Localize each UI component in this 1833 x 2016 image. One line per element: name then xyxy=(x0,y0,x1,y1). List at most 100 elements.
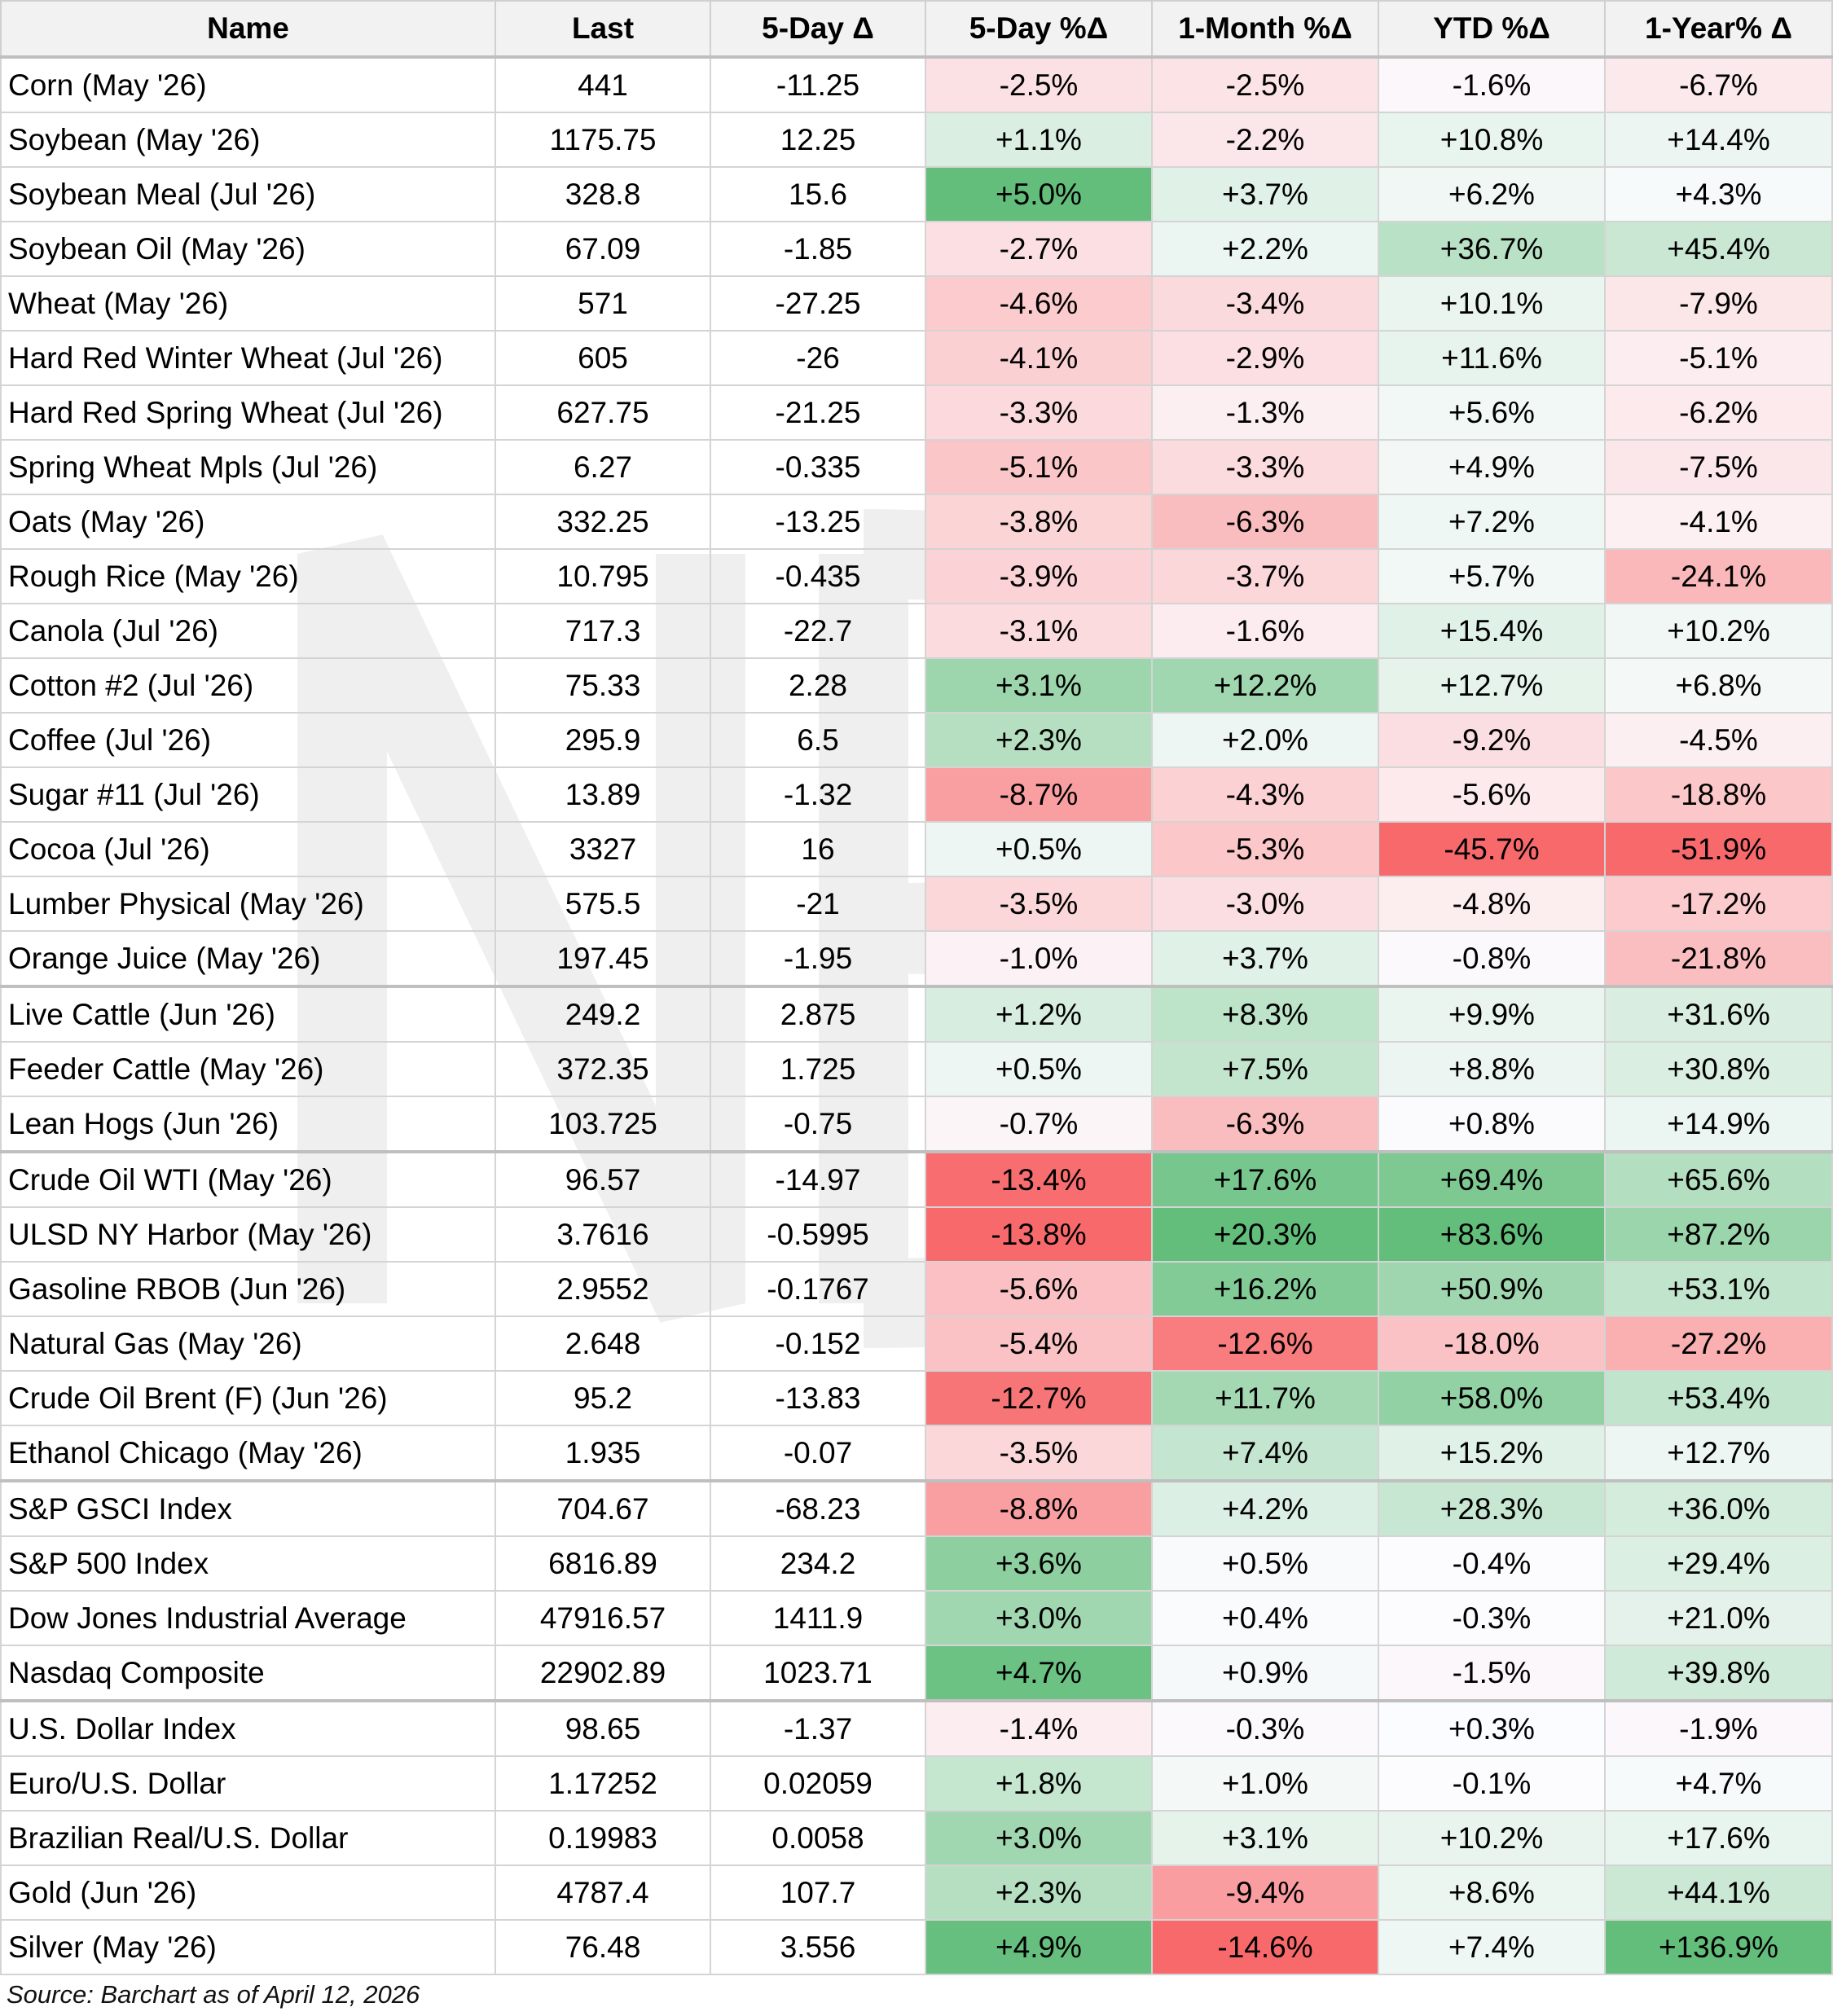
cell-5-day-change: -21 xyxy=(710,876,926,932)
cell-ytd-pct: +12.7% xyxy=(1378,657,1606,714)
table-row: Lumber Physical (May '26) 575.5 -21 -3.5% -3… xyxy=(0,876,1833,932)
cell-5-day-pct: +2.3% xyxy=(925,1864,1153,1921)
cell-name: ULSD NY Harbor (May '26) xyxy=(0,1206,496,1263)
table-row: U.S. Dollar Index 98.65 -1.37 -1.4% -0.3% +0.… xyxy=(0,1699,1833,1757)
cell-5-day-pct: -0.7% xyxy=(925,1096,1153,1153)
cell-ytd-pct: -0.1% xyxy=(1378,1755,1606,1812)
cell-ytd-pct: +83.6% xyxy=(1378,1206,1606,1263)
cell-name: Brazilian Real/U.S. Dollar xyxy=(0,1810,496,1866)
cell-5-day-pct: -3.1% xyxy=(925,603,1153,659)
cell-last: 0.19983 xyxy=(495,1810,711,1866)
cell-1-year-pct: +17.6% xyxy=(1604,1810,1833,1866)
cell-1-year-pct: +136.9% xyxy=(1604,1919,1833,1975)
cell-5-day-change: 3.556 xyxy=(710,1919,926,1975)
cell-ytd-pct: +50.9% xyxy=(1378,1261,1606,1317)
cell-last: 4787.4 xyxy=(495,1864,711,1921)
cell-5-day-change: -1.95 xyxy=(710,930,926,987)
cell-5-day-pct: +3.6% xyxy=(925,1535,1153,1592)
cell-ytd-pct: +9.9% xyxy=(1378,985,1606,1043)
cell-5-day-pct: -1.0% xyxy=(925,930,1153,987)
table-row: Ethanol Chicago (May '26) 1.935 -0.07 -3.5%… xyxy=(0,1425,1833,1482)
cell-1-year-pct: +29.4% xyxy=(1604,1535,1833,1592)
cell-name: Hard Red Spring Wheat (Jul '26) xyxy=(0,384,496,441)
cell-1-month-pct: -0.3% xyxy=(1151,1699,1379,1757)
cell-name: Gold (Jun '26) xyxy=(0,1864,496,1921)
cell-1-month-pct: +3.7% xyxy=(1151,930,1379,987)
column-header-name: Name xyxy=(0,0,496,59)
cell-1-month-pct: +17.6% xyxy=(1151,1150,1379,1208)
table-row: Live Cattle (Jun '26) 249.2 2.875 +1.2% +8.3… xyxy=(0,985,1833,1043)
table-header-row: Name Last 5-Day Δ 5-Day %Δ 1-Month %Δ YTD %Δ 1… xyxy=(0,0,1833,59)
cell-1-year-pct: +45.4% xyxy=(1604,221,1833,277)
cell-ytd-pct: -1.5% xyxy=(1378,1645,1606,1702)
cell-last: 332.25 xyxy=(495,494,711,550)
cell-5-day-change: 15.6 xyxy=(710,166,926,222)
cell-1-month-pct: +3.7% xyxy=(1151,166,1379,222)
cell-ytd-pct: +5.7% xyxy=(1378,548,1606,604)
cell-last: 13.89 xyxy=(495,766,711,823)
cell-ytd-pct: +5.6% xyxy=(1378,384,1606,441)
cell-5-day-change: -0.75 xyxy=(710,1096,926,1153)
cell-ytd-pct: +0.8% xyxy=(1378,1096,1606,1153)
cell-5-day-change: -26 xyxy=(710,330,926,386)
cell-1-month-pct: -3.0% xyxy=(1151,876,1379,932)
cell-1-year-pct: -21.8% xyxy=(1604,930,1833,987)
cell-last: 76.48 xyxy=(495,1919,711,1975)
cell-5-day-change: -11.25 xyxy=(710,56,926,113)
cell-5-day-change: -1.32 xyxy=(710,766,926,823)
cell-5-day-change: 107.7 xyxy=(710,1864,926,1921)
table-row: Hard Red Spring Wheat (Jul '26) 627.75 -21… xyxy=(0,384,1833,441)
cell-5-day-change: -0.152 xyxy=(710,1315,926,1372)
cell-last: 571 xyxy=(495,275,711,332)
cell-last: 2.9552 xyxy=(495,1261,711,1317)
cell-ytd-pct: -0.3% xyxy=(1378,1590,1606,1646)
cell-last: 372.35 xyxy=(495,1041,711,1097)
cell-name: Cotton #2 (Jul '26) xyxy=(0,657,496,714)
cell-last: 575.5 xyxy=(495,876,711,932)
table-row: Brazilian Real/U.S. Dollar 0.19983 0.0058 +… xyxy=(0,1810,1833,1866)
table-row: Silver (May '26) 76.48 3.556 +4.9% -14.6% +7.… xyxy=(0,1919,1833,1975)
cell-last: 1.935 xyxy=(495,1425,711,1482)
cell-1-month-pct: +7.4% xyxy=(1151,1425,1379,1482)
cell-1-year-pct: -7.9% xyxy=(1604,275,1833,332)
cell-last: 2.648 xyxy=(495,1315,711,1372)
cell-5-day-pct: -1.4% xyxy=(925,1699,1153,1757)
cell-5-day-pct: -3.5% xyxy=(925,876,1153,932)
cell-1-year-pct: +10.2% xyxy=(1604,603,1833,659)
table-row: Orange Juice (May '26) 197.45 -1.95 -1.0% +3… xyxy=(0,930,1833,987)
cell-ytd-pct: +15.4% xyxy=(1378,603,1606,659)
cell-5-day-change: 0.02059 xyxy=(710,1755,926,1812)
cell-name: Sugar #11 (Jul '26) xyxy=(0,766,496,823)
table-row: Soybean Meal (Jul '26) 328.8 15.6 +5.0% +3.7… xyxy=(0,166,1833,222)
table-row: Nasdaq Composite 22902.89 1023.71 +4.7% +0.9… xyxy=(0,1645,1833,1702)
cell-last: 704.67 xyxy=(495,1479,711,1537)
cell-ytd-pct: +15.2% xyxy=(1378,1425,1606,1482)
cell-5-day-pct: +4.9% xyxy=(925,1919,1153,1975)
cell-1-year-pct: -1.9% xyxy=(1604,1699,1833,1757)
cell-1-month-pct: +8.3% xyxy=(1151,985,1379,1043)
cell-5-day-change: -27.25 xyxy=(710,275,926,332)
cell-5-day-pct: +1.2% xyxy=(925,985,1153,1043)
table-row: Soybean Oil (May '26) 67.09 -1.85 -2.7% +2.2… xyxy=(0,221,1833,277)
cell-last: 95.2 xyxy=(495,1370,711,1426)
market-performance-table: Name Last 5-Day Δ 5-Day %Δ 1-Month %Δ YTD %Δ 1… xyxy=(0,0,1833,1975)
cell-last: 197.45 xyxy=(495,930,711,987)
cell-5-day-pct: -4.6% xyxy=(925,275,1153,332)
cell-5-day-change: 2.28 xyxy=(710,657,926,714)
cell-last: 3327 xyxy=(495,821,711,877)
cell-1-month-pct: -3.4% xyxy=(1151,275,1379,332)
cell-1-year-pct: -27.2% xyxy=(1604,1315,1833,1372)
cell-last: 605 xyxy=(495,330,711,386)
cell-1-month-pct: -2.2% xyxy=(1151,112,1379,168)
cell-last: 1.17252 xyxy=(495,1755,711,1812)
cell-1-year-pct: +6.8% xyxy=(1604,657,1833,714)
cell-1-year-pct: -24.1% xyxy=(1604,548,1833,604)
cell-name: Soybean (May '26) xyxy=(0,112,496,168)
cell-1-year-pct: +31.6% xyxy=(1604,985,1833,1043)
cell-1-year-pct: +21.0% xyxy=(1604,1590,1833,1646)
cell-ytd-pct: -5.6% xyxy=(1378,766,1606,823)
cell-1-year-pct: +4.3% xyxy=(1604,166,1833,222)
table-body: Corn (May '26) 441 -11.25 -2.5% -2.5% -1.6% -6… xyxy=(0,56,1833,1975)
cell-name: Cocoa (Jul '26) xyxy=(0,821,496,877)
cell-last: 249.2 xyxy=(495,985,711,1043)
